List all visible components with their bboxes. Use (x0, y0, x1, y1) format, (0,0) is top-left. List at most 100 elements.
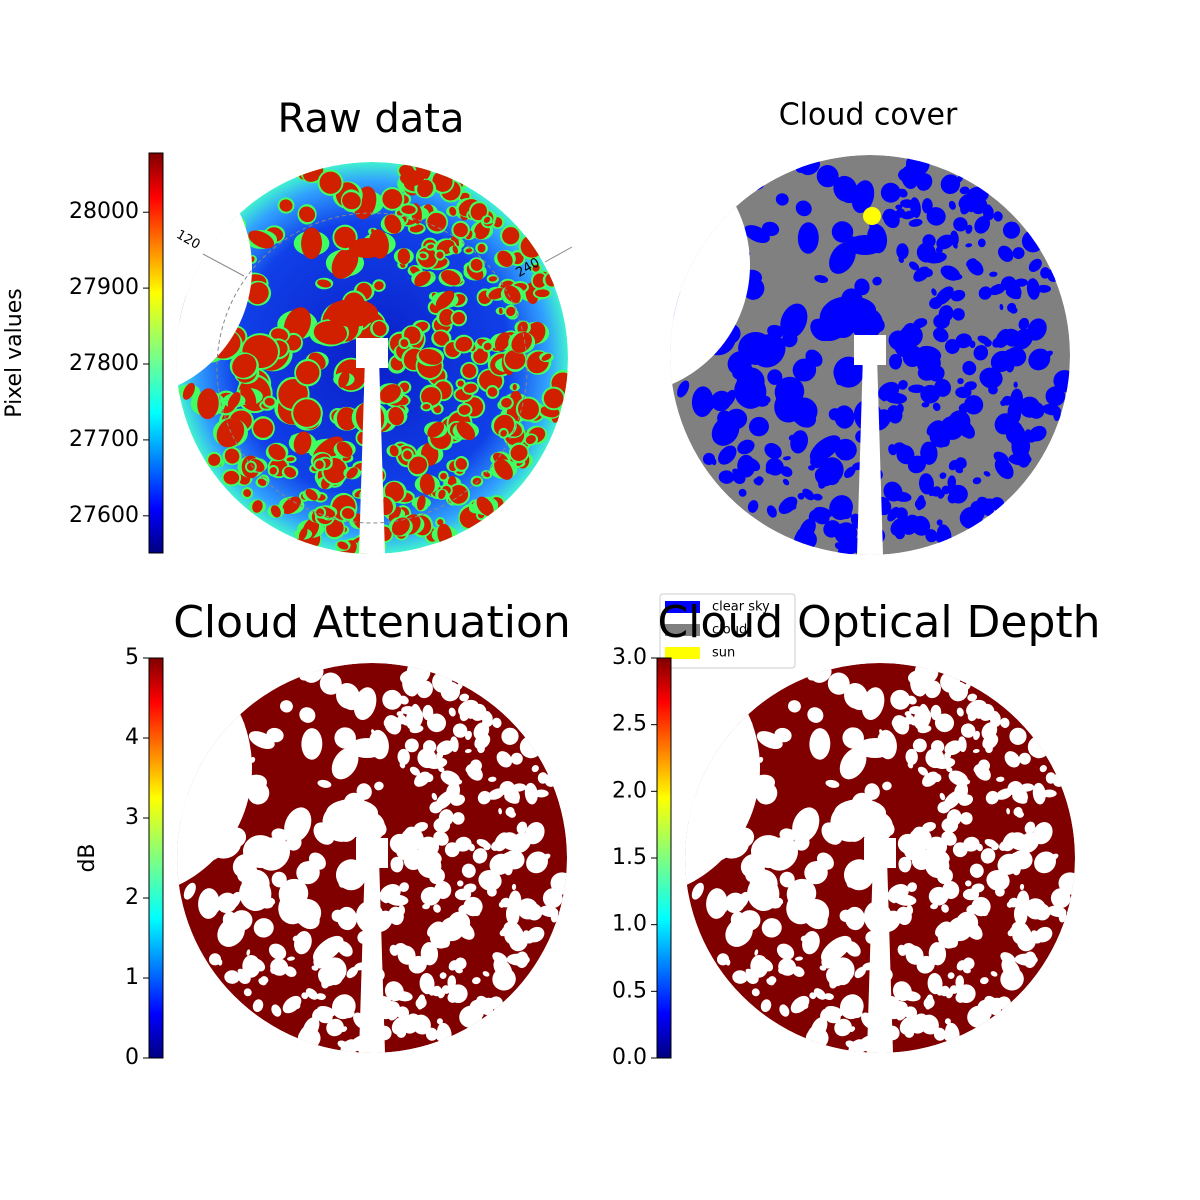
blob (941, 904, 949, 913)
blob (795, 956, 803, 961)
blob (511, 883, 517, 891)
blob (436, 751, 444, 760)
blob (449, 206, 457, 216)
blob (269, 466, 277, 475)
blob (338, 870, 350, 888)
blob (510, 752, 523, 765)
blob (795, 200, 812, 217)
blob (908, 218, 923, 227)
blob (453, 222, 468, 238)
blob (400, 670, 424, 686)
blob (812, 493, 823, 501)
blob (346, 467, 358, 479)
blob (270, 505, 281, 518)
blob (336, 407, 357, 431)
blob (802, 931, 820, 955)
blob (515, 959, 523, 966)
panel-title: Raw data (278, 96, 465, 142)
blob (313, 321, 347, 345)
blob (247, 962, 256, 971)
blob (775, 193, 789, 206)
blob (331, 747, 359, 780)
blob (301, 227, 323, 260)
blob (988, 384, 998, 395)
blob (1036, 284, 1052, 293)
legend-label: sun (712, 646, 735, 661)
blob (823, 993, 834, 1000)
blob (248, 230, 275, 249)
blob (517, 321, 528, 334)
blob (907, 455, 926, 474)
blob (326, 1018, 344, 1037)
blob (1048, 853, 1059, 861)
blob (999, 303, 1004, 311)
blob (452, 245, 459, 254)
blob (437, 519, 444, 526)
blob (399, 882, 409, 893)
blob (409, 224, 424, 233)
blob (834, 440, 850, 456)
blob (271, 828, 289, 842)
blob (944, 751, 952, 760)
blob (252, 999, 264, 1013)
blob (842, 727, 864, 749)
blob (780, 303, 808, 339)
blob (766, 505, 777, 518)
blob (776, 943, 795, 960)
blob (789, 397, 818, 425)
blob (427, 212, 447, 232)
blob (488, 276, 498, 282)
blob (831, 221, 854, 243)
blob (436, 251, 444, 259)
blob (892, 981, 912, 1002)
blob (388, 406, 404, 426)
blob (748, 884, 765, 909)
blob (935, 286, 954, 306)
blob (825, 779, 840, 788)
blob (966, 904, 978, 915)
blob (691, 882, 704, 900)
blob (315, 993, 326, 1000)
pole-mask (857, 355, 883, 555)
panel-title: Cloud Optical Depth (657, 597, 1100, 648)
blob (1012, 328, 1034, 350)
blob (1025, 898, 1047, 920)
blob (847, 235, 883, 255)
blob (725, 917, 753, 947)
blob (456, 421, 476, 441)
blob (898, 856, 912, 871)
blob (1032, 934, 1044, 944)
blob (384, 981, 404, 1002)
blob (247, 462, 255, 471)
blob (505, 807, 515, 817)
blob (823, 959, 833, 969)
blob (299, 1026, 308, 1040)
blob (477, 243, 486, 253)
blob (452, 311, 466, 325)
blob (952, 240, 958, 249)
blob (338, 370, 350, 388)
blob (932, 402, 941, 412)
blob (455, 957, 467, 970)
blob (512, 383, 517, 391)
blob (457, 880, 464, 887)
blob (931, 288, 937, 296)
blob (967, 693, 978, 702)
blob (779, 1004, 790, 1017)
blob (315, 460, 324, 470)
blob (916, 955, 935, 974)
blob (913, 318, 928, 329)
blob (1039, 765, 1047, 773)
blob (319, 672, 342, 695)
legend-swatch (665, 601, 700, 613)
blob (778, 966, 786, 974)
blob (813, 508, 822, 517)
blob (401, 205, 416, 215)
blob (851, 180, 875, 214)
blob (902, 323, 920, 341)
blob (285, 835, 302, 851)
blob (980, 848, 996, 864)
azimuth-label: 120 (173, 227, 202, 252)
blob (431, 792, 438, 801)
blob (504, 349, 526, 370)
